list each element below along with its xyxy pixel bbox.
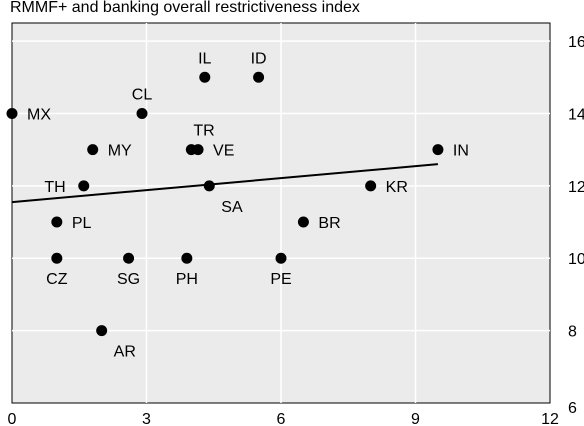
point-br [297,216,309,228]
point-label-il: IL [198,50,211,67]
point-label-br: BR [318,215,340,232]
point-il [199,71,211,83]
x-axis-ticks: 0 3 6 9 12 [8,411,559,426]
point-label-cz: CZ [46,271,68,288]
point-label-kr: KR [386,179,408,196]
point-label-in: IN [453,143,469,160]
point-ve [192,144,204,156]
x-tick-label-2: 6 [277,411,286,426]
point-label-my: MY [108,143,132,160]
point-label-pe: PE [270,271,291,288]
trendline [11,163,439,204]
y-tick-label-1: 8 [568,324,577,341]
point-mx [6,107,18,119]
point-label-ve: VE [213,143,234,160]
point-label-ph: PH [176,271,198,288]
point-ph [181,252,193,264]
y-tick-label-2: 10 [568,251,584,268]
y-tick-label-5: 16 [568,34,584,51]
point-label-sg: SG [117,271,140,288]
point-label-id: ID [251,50,267,67]
point-cz [51,252,63,264]
point-id [253,71,265,83]
point-th [78,180,90,192]
point-label-sa: SA [221,199,243,216]
x-tick-label-0: 0 [8,411,17,426]
point-ar [96,325,108,337]
point-sg [123,252,135,264]
x-tick-label-3: 9 [411,411,420,426]
point-kr [365,180,377,192]
point-cl [136,107,148,119]
point-label-th: TH [44,179,65,196]
points-group: MX IL ID CL MY TR VE IN TH SA KR PL BR CZ SG PH PE AR [6,50,469,361]
point-label-ar: AR [114,344,136,361]
x-tick-label-4: 12 [541,411,559,426]
point-sa [203,180,215,192]
point-in [432,144,444,156]
point-label-mx: MX [27,106,51,123]
y-axis-ticks: 6 8 10 12 14 16 [568,34,584,417]
point-label-cl: CL [132,86,153,103]
y-tick-label-0: 6 [568,400,577,417]
point-pl [51,216,63,228]
chart-title: RMMF+ and banking overall restrictivenes… [10,0,360,16]
y-tick-label-4: 14 [568,106,584,123]
trendline-group [11,163,439,204]
point-label-pl: PL [72,215,92,232]
point-label-tr: TR [193,123,214,140]
x-tick-label-1: 3 [142,411,151,426]
y-tick-label-3: 12 [568,179,584,196]
point-pe [275,252,287,264]
point-my [87,144,99,156]
